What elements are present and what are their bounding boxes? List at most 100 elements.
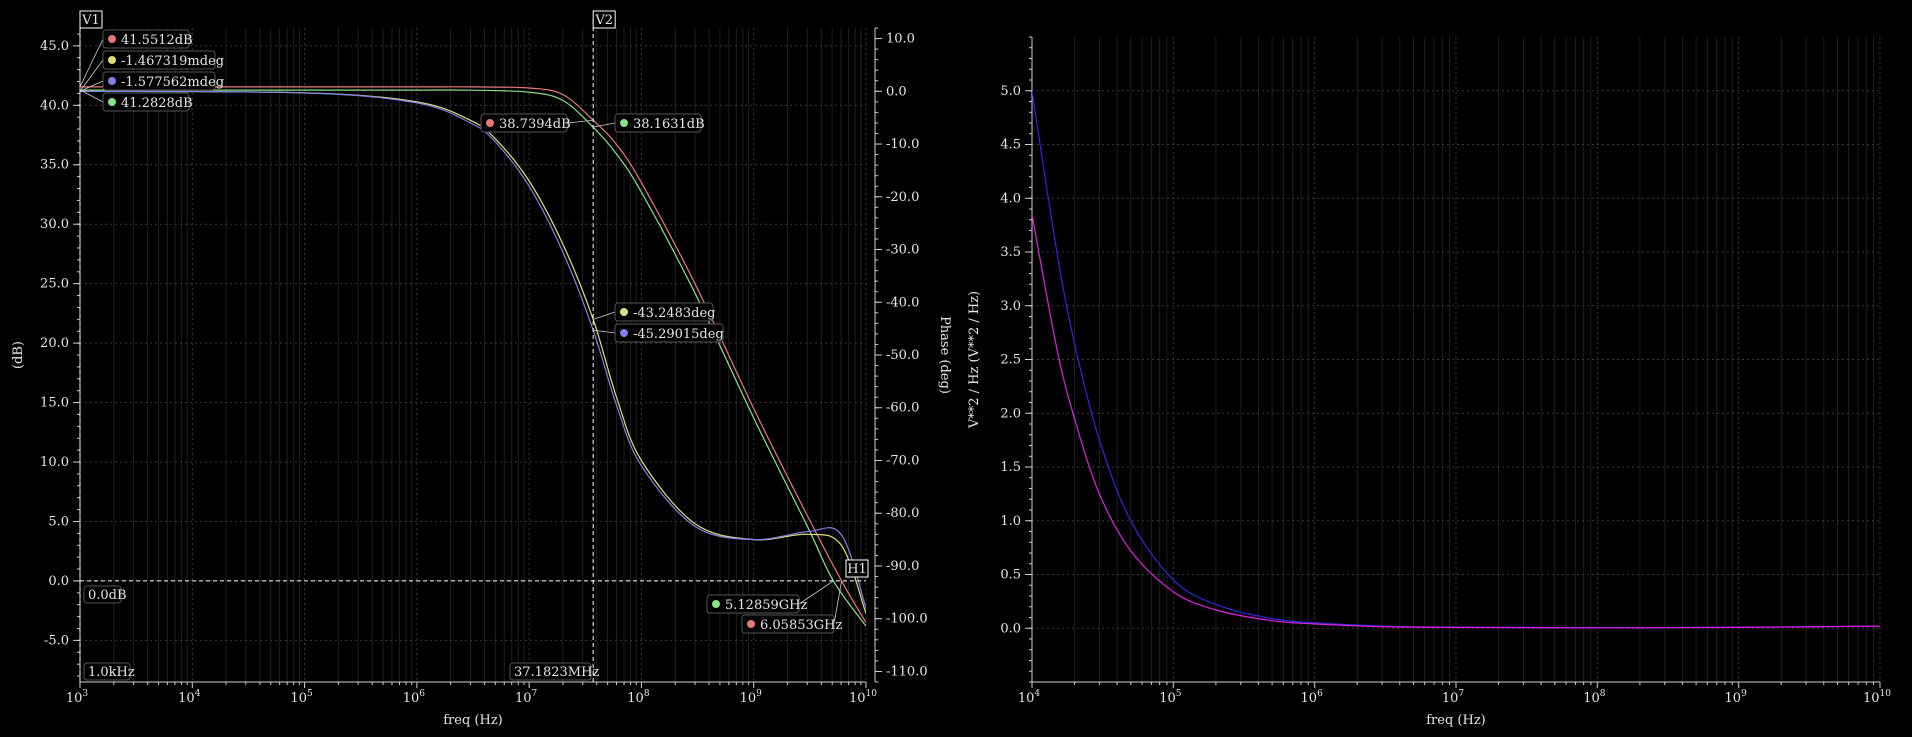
x-tick-mantissa: 10: [178, 691, 195, 706]
x-tick-exponent: 9: [756, 689, 762, 699]
x-tick-mantissa: 10: [1583, 691, 1600, 706]
marker-label: 41.2828dB: [121, 96, 193, 111]
x-tick-label: 1010: [849, 689, 877, 706]
y2-tick-label: -100.0: [886, 612, 928, 627]
x-tick-mantissa: 10: [1863, 691, 1880, 706]
marker-leader: [593, 329, 616, 334]
v2-readout-box: [509, 662, 592, 681]
y2-tick-label: 10.0: [886, 32, 915, 47]
axes: 104 105 106 107 108 109 10105.04.54.03.53.02.5…: [967, 36, 1892, 728]
x-tick-exponent: 4: [1034, 689, 1040, 699]
v1-readout: 1.0kHz: [88, 665, 135, 680]
x-tick-label: 108: [1583, 689, 1606, 706]
y-tick-label: 5.0: [48, 514, 69, 529]
y-tick-label: 0.0: [48, 574, 69, 589]
marker-dot: [620, 308, 628, 316]
marker-dot: [620, 329, 628, 337]
marker-dot: [108, 56, 116, 64]
marker-leader: [593, 311, 616, 320]
marker-box: [614, 323, 724, 343]
x-tick-exponent: 6: [1317, 689, 1323, 699]
y-tick-label: 4.5: [1000, 138, 1021, 153]
h1-cursor-tag-box: [845, 559, 869, 578]
y2-tick-label: -60.0: [886, 401, 919, 416]
y-tick-label: -5.0: [44, 633, 69, 648]
v2-readout: 37.1823MHz: [514, 665, 599, 680]
x-tick-mantissa: 10: [1018, 691, 1035, 706]
marker-dot: [747, 620, 755, 628]
x-tick-mantissa: 10: [627, 691, 644, 706]
h1-cursor-tag: H1: [847, 562, 867, 577]
marker-label: 38.7394dB: [499, 117, 571, 132]
x-tick-mantissa: 10: [740, 691, 757, 706]
y-tick-label: 2.5: [1000, 353, 1021, 368]
marker-box: [480, 113, 568, 133]
marker-label: 38.1631dB: [633, 117, 705, 132]
y2-tick-label: -40.0: [886, 295, 919, 310]
x-tick-label: 106: [1301, 689, 1324, 706]
y-tick-label: 40.0: [40, 98, 69, 113]
x-tick-label: 106: [403, 689, 426, 706]
x-tick-exponent: 4: [195, 689, 201, 699]
x-tick-label: 108: [627, 689, 650, 706]
y2-tick-label: -80.0: [886, 506, 919, 521]
y-tick-label: 3.0: [1000, 299, 1021, 314]
marker-leader: [79, 38, 104, 88]
bode-plot[interactable]: 103 104 105 106 107 108 109 101045.040.035.030.…: [11, 10, 952, 728]
marker-leader: [798, 580, 834, 605]
x-tick-exponent: 3: [82, 689, 88, 699]
y-tick-label: 35.0: [40, 158, 69, 173]
x-tick-label: 105: [1159, 689, 1182, 706]
marker-box: [741, 614, 835, 634]
y-tick-label: 4.0: [1000, 191, 1021, 206]
x-tick-exponent: 10: [1880, 689, 1892, 699]
x-tick-mantissa: 10: [403, 691, 420, 706]
marker-label: -1.467319mdeg: [121, 54, 224, 69]
axes: 103 104 105 106 107 108 109 101045.040.035.030.…: [11, 27, 952, 728]
marker-leader: [79, 80, 104, 92]
x-tick-label: 109: [1725, 689, 1748, 706]
x-tick-exponent: 10: [866, 689, 878, 699]
v1-cursor-tag-box: [79, 10, 103, 29]
marker-dot: [712, 600, 720, 608]
v1-readout-box: [83, 662, 131, 681]
marker-label: 41.5512dB: [121, 33, 193, 48]
marker-label: -45.29015deg: [633, 327, 724, 342]
x-tick-exponent: 8: [1600, 689, 1606, 699]
x-tick-mantissa: 10: [1725, 691, 1742, 706]
x-tick-mantissa: 10: [849, 691, 866, 706]
y2-tick-label: -10.0: [886, 137, 919, 152]
marker-box: [706, 594, 800, 614]
x-axis-label: freq (Hz): [1426, 713, 1486, 728]
x-tick-label: 109: [740, 689, 763, 706]
marker-label: 6.05853GHz: [760, 618, 842, 633]
y-tick-label: 1.0: [1000, 514, 1021, 529]
marker-box: [614, 302, 714, 322]
marker-label: -43.2483deg: [633, 306, 716, 321]
y2-tick-label: -20.0: [886, 190, 919, 205]
v1-cursor-tag: V1: [81, 13, 100, 28]
y-tick-label: 30.0: [40, 217, 69, 232]
x-tick-exponent: 5: [307, 689, 313, 699]
y2-axis-label: Phase (deg): [937, 316, 952, 394]
y-tick-label: 2.0: [1000, 406, 1021, 421]
series-group: [1032, 90, 1880, 629]
x-tick-exponent: 8: [644, 689, 650, 699]
noise-plot[interactable]: 104 105 106 107 108 109 10105.04.54.03.53.02.5…: [967, 36, 1892, 728]
h1-readout-box: [83, 585, 122, 604]
marker-dot: [108, 35, 116, 43]
marker-box: [102, 50, 216, 70]
marker-label: -1.577562mdeg: [121, 75, 224, 90]
y-tick-label: 45.0: [40, 39, 69, 54]
x-tick-mantissa: 10: [1301, 691, 1318, 706]
marker-box: [614, 113, 702, 133]
v2-cursor-tag: V2: [594, 13, 613, 28]
y2-tick-label: -90.0: [886, 559, 919, 574]
y2-tick-label: -50.0: [886, 348, 919, 363]
marker-leader: [79, 89, 104, 103]
y-axis-label: (dB): [11, 341, 26, 369]
x-tick-exponent: 5: [1176, 689, 1182, 699]
x-tick-label: 104: [1018, 689, 1041, 706]
x-tick-exponent: 9: [1741, 689, 1747, 699]
